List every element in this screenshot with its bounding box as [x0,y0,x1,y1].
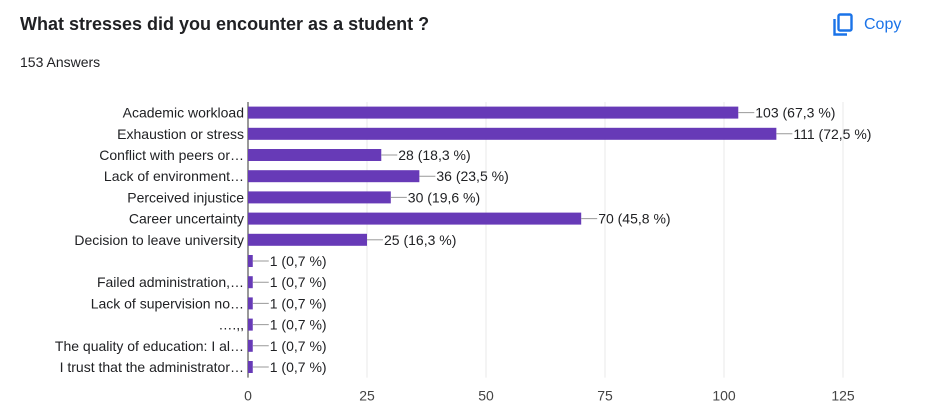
category-label: The quality of education: I al… [55,338,244,354]
x-tick-label: 0 [244,388,252,404]
bar[interactable] [248,127,777,140]
bar[interactable] [248,233,367,246]
category-label: ….,, [218,317,244,333]
x-tick-label: 125 [831,388,855,404]
question-title: What stresses did you encounter as a stu… [20,14,430,34]
value-label: 36 (23,5 %) [436,168,508,184]
answer-count: 153 Answers [20,54,101,70]
category-label: Exhaustion or stress [117,126,244,142]
value-label: 1 (0,7 %) [270,295,327,311]
bar[interactable] [248,255,253,267]
value-label: 1 (0,7 %) [270,317,327,333]
category-label: Career uncertainty [129,211,244,227]
value-label: 1 (0,7 %) [270,359,327,375]
value-label: 1 (0,7 %) [270,274,327,290]
x-tick-label: 50 [478,388,494,404]
bar[interactable] [248,297,253,310]
value-label: 28 (18,3 %) [398,147,470,163]
bar[interactable] [248,191,391,204]
bar[interactable] [248,276,253,289]
category-label: Decision to leave university [74,232,244,248]
bar[interactable] [248,106,739,119]
copy-icon [832,13,854,37]
bar[interactable] [248,149,382,161]
bars [248,106,777,373]
category-label: Conflict with peers or… [99,147,244,163]
value-label: 70 (45,8 %) [598,211,670,227]
bar[interactable] [248,339,253,352]
value-label: 1 (0,7 %) [270,338,327,354]
category-label: Perceived injustice [127,189,244,205]
x-tick-label: 75 [597,388,613,404]
category-label: I trust that the administrator… [60,359,244,375]
labels: 0 25 50 75 100 125 Academic workload 103 (67,3 … [55,105,872,404]
bar[interactable] [248,361,253,373]
value-label: 103 (67,3 %) [755,105,835,121]
x-tick-label: 100 [712,388,736,404]
category-label: Academic workload [123,105,244,121]
copy-button[interactable]: Copy [826,8,907,42]
value-label: 30 (19,6 %) [408,189,480,205]
category-label: Failed administration,… [97,274,244,290]
bar[interactable] [248,212,582,225]
value-label: 25 (16,3 %) [384,232,456,248]
value-label: 111 (72,5 %) [793,126,871,142]
bar[interactable] [248,318,253,331]
value-label: 1 (0,7 %) [270,253,327,269]
bar[interactable] [248,170,420,183]
x-tick-label: 25 [359,388,375,404]
category-label: Lack of environment… [104,168,244,184]
category-label: Lack of supervision no… [91,295,244,311]
copy-label: Copy [864,16,902,33]
